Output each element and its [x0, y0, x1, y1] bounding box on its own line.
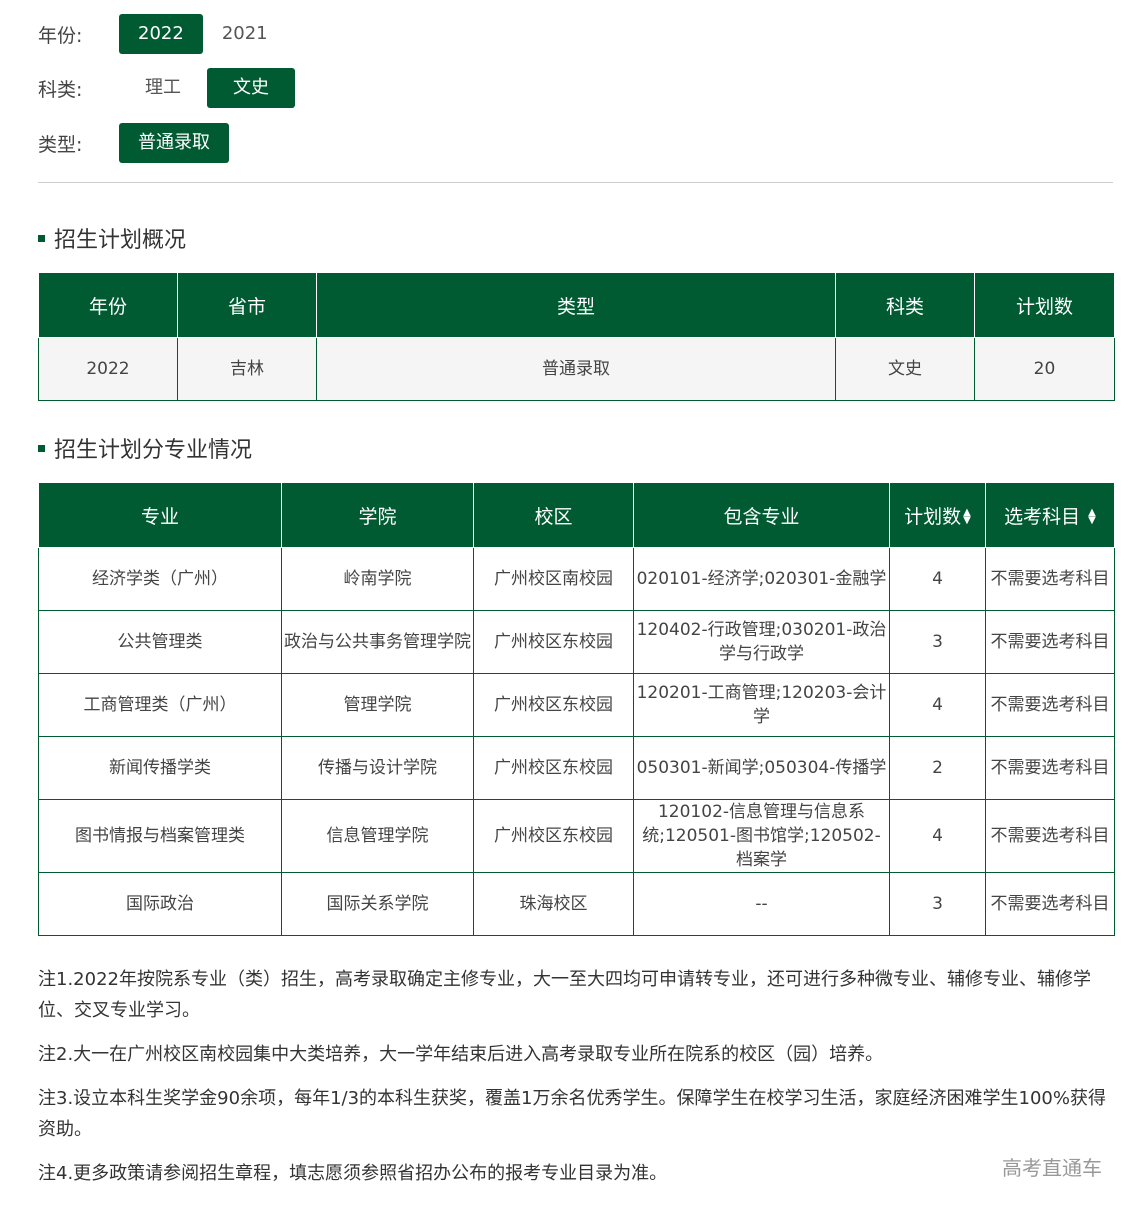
cell-subjects: 不需要选考科目 [985, 673, 1115, 737]
divider [38, 182, 1113, 183]
cell-year: 2022 [38, 337, 178, 401]
cell-campus: 广州校区南校园 [473, 547, 634, 611]
overview-title: 招生计划概况 [54, 228, 187, 253]
table-header-row: 年份 省市 类型 科类 计划数 [38, 272, 1115, 338]
cell-included: 120102-信息管理与信息系统;120501-图书馆学;120502-档案学 [633, 799, 890, 873]
type-label: 类型: [38, 133, 83, 156]
cell-included: 050301-新闻学;050304-传播学 [633, 736, 890, 800]
majors-heading: 招生计划分专业情况 [38, 432, 252, 464]
cell-included: 120402-行政管理;030201-政治学与行政学 [633, 610, 890, 674]
table-row: 经济学类（广州） 岭南学院 广州校区南校园 020101-经济学;020301-金融学… [38, 547, 1115, 611]
note-3: 注3.设立本科生奖学金90余项，每年1/3的本科生获奖，覆盖1万余名优秀学生。保… [38, 1088, 1106, 1140]
header-plan-sortable[interactable]: 计划数 ▲ ▼ [889, 482, 986, 548]
overview-table: 年份 省市 类型 科类 计划数 2022 吉林 普通录取 文史 20 [38, 272, 1115, 401]
header-subjects-label: 选考科目 [1004, 505, 1081, 528]
type-filter: 类型: 普通录取 [38, 123, 229, 163]
cell-major: 公共管理类 [38, 610, 282, 674]
cell-major: 新闻传播学类 [38, 736, 282, 800]
cell-category: 文史 [835, 337, 975, 401]
cell-subjects: 不需要选考科目 [985, 872, 1115, 936]
year-label: 年份: [38, 24, 83, 47]
cell-province: 吉林 [177, 337, 317, 401]
cell-plan: 4 [889, 547, 986, 611]
cell-subjects: 不需要选考科目 [985, 736, 1115, 800]
cell-major: 工商管理类（广州） [38, 673, 282, 737]
cell-campus: 珠海校区 [473, 872, 634, 936]
category-filter: 科类: 理工 文史 [38, 68, 295, 108]
category-option-arts[interactable]: 文史 [207, 68, 295, 108]
header-major: 专业 [38, 482, 282, 548]
note-4: 注4.更多政策请参阅招生章程，填志愿须参照省招办公布的报考专业目录为准。 [38, 1163, 668, 1184]
cell-major: 国际政治 [38, 872, 282, 936]
notes: 注1.2022年按院系专业（类）招生，高考录取确定主修专业，大一至大四均可申请转… [38, 964, 1114, 1202]
cell-plan: 2 [889, 736, 986, 800]
header-included: 包含专业 [633, 482, 890, 548]
majors-table: 专业 学院 校区 包含专业 计划数 ▲ ▼ 选考科目 ▲ ▼ 经济学类（广州） 岭南学院… [38, 482, 1115, 936]
bullet-icon [38, 234, 45, 242]
cell-plan: 3 [889, 610, 986, 674]
cell-college: 信息管理学院 [281, 799, 474, 873]
cell-college: 政治与公共事务管理学院 [281, 610, 474, 674]
table-row: 工商管理类（广州） 管理学院 广州校区东校园 120201-工商管理;120203-会… [38, 673, 1115, 737]
year-option-2022[interactable]: 2022 [119, 14, 203, 54]
cell-college: 岭南学院 [281, 547, 474, 611]
table-row: 新闻传播学类 传播与设计学院 广州校区东校园 050301-新闻学;050304-传播… [38, 736, 1115, 800]
header-plan: 计划数 [974, 272, 1115, 338]
cell-subjects: 不需要选考科目 [985, 610, 1115, 674]
cell-plan: 3 [889, 872, 986, 936]
cell-major: 经济学类（广州） [38, 547, 282, 611]
cell-included: -- [633, 872, 890, 936]
note-2: 注2.大一在广州校区南校园集中大类培养，大一学年结束后进入高考录取专业所在院系的… [38, 1044, 884, 1065]
sort-icon[interactable]: ▲ ▼ [963, 507, 971, 526]
header-category: 科类 [835, 272, 975, 338]
table-row: 图书情报与档案管理类 信息管理学院 广州校区东校园 120102-信息管理与信息系统;… [38, 799, 1115, 873]
header-subjects-sortable[interactable]: 选考科目 ▲ ▼ [985, 482, 1115, 548]
header-college: 学院 [281, 482, 474, 548]
cell-campus: 广州校区东校园 [473, 673, 634, 737]
cell-campus: 广州校区东校园 [473, 610, 634, 674]
year-filter: 年份: 2022 2021 [38, 14, 287, 54]
cell-plan: 4 [889, 799, 986, 873]
cell-plan: 20 [974, 337, 1115, 401]
cell-college: 管理学院 [281, 673, 474, 737]
category-option-science[interactable]: 理工 [145, 77, 181, 98]
type-option-regular[interactable]: 普通录取 [119, 123, 229, 163]
table-row: 2022 吉林 普通录取 文史 20 [38, 337, 1115, 401]
table-row: 公共管理类 政治与公共事务管理学院 广州校区东校园 120402-行政管理;03020… [38, 610, 1115, 674]
bullet-icon [38, 444, 45, 452]
category-label: 科类: [38, 78, 83, 101]
table-header-row: 专业 学院 校区 包含专业 计划数 ▲ ▼ 选考科目 ▲ ▼ [38, 482, 1115, 548]
cell-major: 图书情报与档案管理类 [38, 799, 282, 873]
cell-plan: 4 [889, 673, 986, 737]
majors-title: 招生计划分专业情况 [54, 438, 253, 463]
cell-included: 020101-经济学;020301-金融学 [633, 547, 890, 611]
table-row: 国际政治 国际关系学院 珠海校区 -- 3 不需要选考科目 [38, 872, 1115, 936]
header-year: 年份 [38, 272, 178, 338]
cell-college: 传播与设计学院 [281, 736, 474, 800]
watermark: 高考直通车 [1002, 1156, 1102, 1180]
cell-college: 国际关系学院 [281, 872, 474, 936]
note-1: 注1.2022年按院系专业（类）招生，高考录取确定主修专业，大一至大四均可申请转… [38, 969, 1091, 1021]
cell-campus: 广州校区东校园 [473, 736, 634, 800]
header-campus: 校区 [473, 482, 634, 548]
year-option-2021[interactable]: 2021 [221, 23, 268, 44]
cell-subjects: 不需要选考科目 [985, 799, 1115, 873]
header-province: 省市 [177, 272, 317, 338]
sort-icon[interactable]: ▲ ▼ [1088, 507, 1096, 526]
header-plan-label: 计划数 [904, 505, 962, 528]
overview-heading: 招生计划概况 [38, 222, 186, 254]
cell-included: 120201-工商管理;120203-会计学 [633, 673, 890, 737]
cell-subjects: 不需要选考科目 [985, 547, 1115, 611]
cell-type: 普通录取 [316, 337, 836, 401]
header-type: 类型 [316, 272, 836, 338]
cell-campus: 广州校区东校园 [473, 799, 634, 873]
